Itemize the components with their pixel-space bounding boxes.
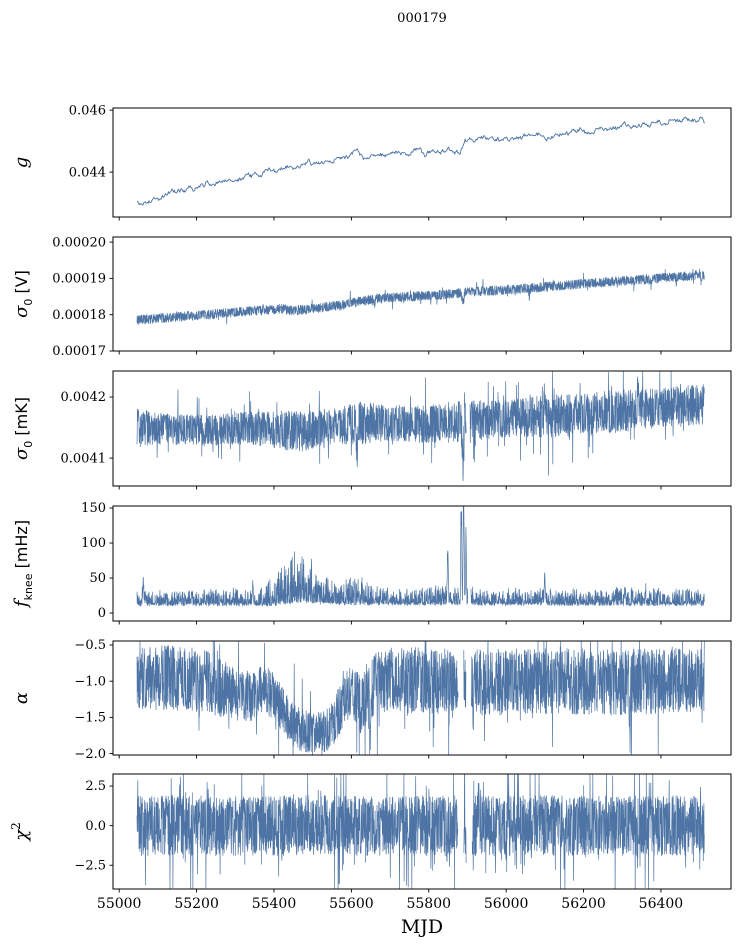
y-tick-label: −1.0 (74, 674, 106, 689)
series-sigma0_V (136, 268, 705, 325)
x-axis-label: MJD (401, 916, 443, 938)
x-tick-label: 56400 (639, 896, 684, 912)
panel-sigma0_mK: 0.0042 0.0041 σ0 [mK] (11, 370, 732, 490)
x-tick-label: 55000 (97, 896, 142, 912)
x-tick-label: 55400 (252, 896, 297, 912)
y-tick-label: 0.00017 (52, 344, 106, 359)
y-axis-label-chi2: χ2 (9, 822, 32, 843)
panel-alpha: −0.5 −1.0 −1.5 −2.0 α (11, 638, 732, 762)
y-tick-label: −2.0 (74, 747, 106, 762)
y-axis-label-g: g (11, 157, 32, 169)
panel-frame (112, 236, 732, 352)
x-tick-label: 55800 (406, 896, 451, 912)
y-tick-label: 100 (81, 536, 106, 551)
y-tick-label: 0.0 (85, 819, 106, 834)
panel-chi2: 2.5 0.0 −2.5 55000 55200 55400 55600 55800 56000… (9, 773, 732, 912)
y-tick-label: 0 (98, 606, 106, 621)
y-tick-label: 0.00020 (52, 235, 106, 250)
y-axis-label-alpha: α (11, 692, 32, 704)
panel-frame (112, 773, 732, 890)
y-tick-label: 0.046 (69, 103, 106, 118)
series-fknee (136, 505, 705, 607)
x-tick-label: 55600 (329, 896, 374, 912)
panel-frame (112, 370, 732, 487)
y-tick-label: 0.00018 (52, 308, 106, 323)
panel-frame (112, 107, 732, 218)
x-tick-label: 56000 (484, 896, 529, 912)
y-tick-label: 0.044 (69, 165, 106, 180)
figure-title: 000179 (397, 11, 447, 26)
panel-frame (112, 640, 732, 756)
y-tick-label: 0.0042 (61, 390, 107, 405)
y-tick-label: −0.5 (74, 638, 106, 653)
panel-g: 0.046 0.044 g (11, 103, 732, 221)
y-tick-label: −1.5 (74, 711, 106, 726)
y-tick-label: 150 (81, 501, 106, 516)
y-tick-label: 2.5 (85, 779, 106, 794)
y-axis-label-sigma0_mK: σ0 [mK] (11, 397, 35, 460)
y-tick-label: 0.0041 (61, 451, 107, 466)
y-tick-label: 50 (89, 571, 106, 586)
panel-frame (112, 505, 732, 622)
x-tick-label: 55200 (174, 896, 219, 912)
series-chi2 (136, 773, 705, 890)
y-tick-label: −2.5 (74, 858, 106, 873)
series-g (136, 116, 705, 206)
panel-fknee: 150 100 50 0 fknee [mHz] (11, 501, 732, 625)
y-tick-label: 0.00019 (52, 272, 106, 287)
series-sigma0_mK (136, 370, 705, 482)
y-axis-label-fknee: fknee [mHz] (11, 520, 35, 609)
panel-sigma0_V: 0.00020 0.00019 0.00018 0.00017 σ0 [V] (11, 235, 732, 359)
series-alpha (136, 640, 705, 756)
y-axis-label-sigma0_V: σ0 [V] (11, 270, 35, 318)
x-tick-label: 56200 (561, 896, 606, 912)
